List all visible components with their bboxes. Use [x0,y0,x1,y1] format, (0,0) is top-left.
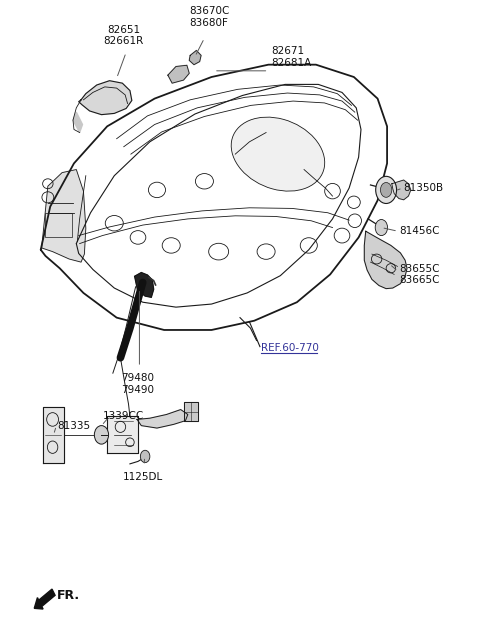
Polygon shape [43,407,63,463]
Polygon shape [79,81,132,114]
Polygon shape [364,231,407,289]
Text: FR.: FR. [56,589,80,602]
Text: REF.60-770: REF.60-770 [261,343,319,353]
Circle shape [376,176,396,204]
Text: 83670C
83680F: 83670C 83680F [189,6,229,28]
Circle shape [95,425,108,444]
Polygon shape [168,65,189,83]
Polygon shape [42,169,86,262]
Text: 83655C
83665C: 83655C 83665C [399,264,439,285]
Text: 82651
82661R: 82651 82661R [104,25,144,46]
Ellipse shape [231,117,324,191]
Text: 81456C: 81456C [399,226,439,236]
Polygon shape [135,272,154,297]
Polygon shape [73,112,83,133]
Polygon shape [107,416,138,453]
Polygon shape [184,402,198,422]
Circle shape [381,183,392,197]
Circle shape [375,219,387,236]
Polygon shape [392,180,411,200]
Text: 1125DL: 1125DL [122,472,163,482]
Polygon shape [137,410,188,428]
FancyArrow shape [34,589,55,609]
Text: 81335: 81335 [57,421,90,430]
Circle shape [140,450,150,463]
Polygon shape [189,51,201,64]
Text: 81350B: 81350B [404,183,444,193]
Text: 82671
82681A: 82671 82681A [271,46,311,68]
Text: 1339CC: 1339CC [102,411,144,422]
Text: 79480
79490: 79480 79490 [121,373,155,395]
